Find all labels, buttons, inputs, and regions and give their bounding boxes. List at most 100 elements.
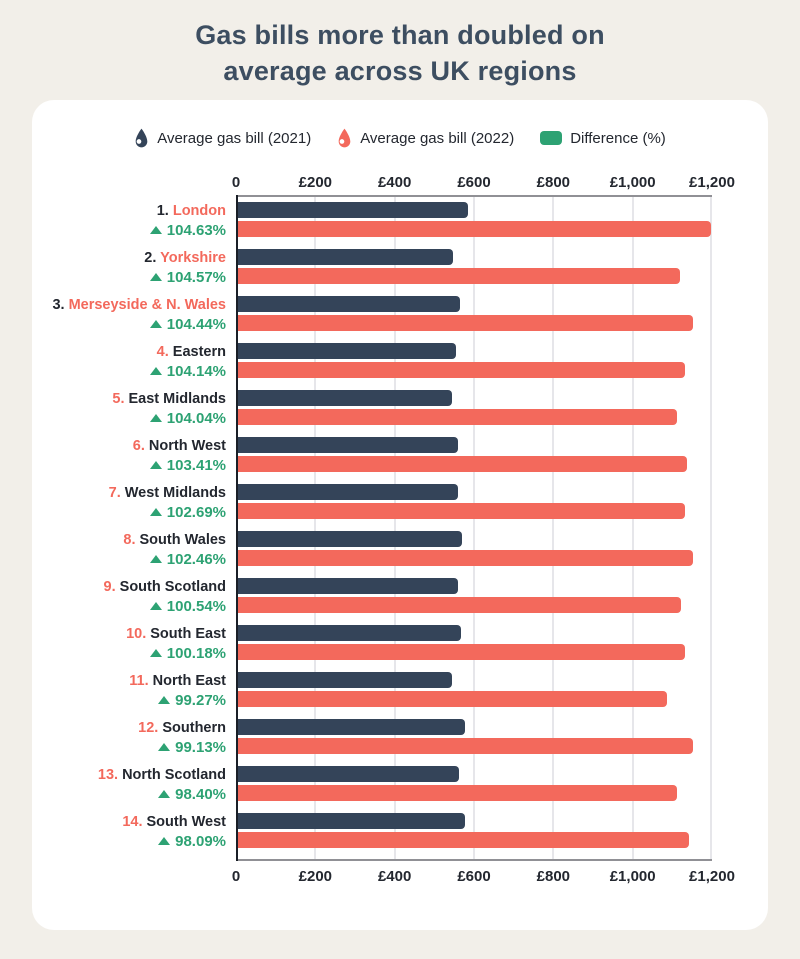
- difference-value: 102.69%: [166, 504, 226, 521]
- region-name: South East: [150, 626, 226, 642]
- region-difference: 102.69%: [32, 503, 226, 523]
- increase-arrow-icon: [149, 226, 162, 234]
- bar-2021: [236, 719, 466, 735]
- region-difference: 100.18%: [32, 644, 226, 664]
- bar-2022: [236, 738, 693, 754]
- region-difference: 104.14%: [32, 362, 226, 382]
- region-label: 3. Merseyside & N. Wales 104.44%: [32, 292, 236, 339]
- region-bars: [236, 292, 712, 339]
- increase-arrow-icon: [149, 367, 162, 375]
- increase-arrow-icon: [158, 837, 171, 845]
- bar-2021: [236, 625, 461, 641]
- legend-label-difference: Difference (%): [570, 129, 666, 147]
- legend-item-2022: Average gas bill (2022): [337, 128, 514, 149]
- region-row: 9. South Scotland 100.54%: [32, 574, 768, 621]
- bar-2021: [236, 578, 458, 594]
- axis-tick-label: £200: [298, 868, 333, 885]
- region-rank: 2.: [144, 250, 157, 266]
- difference-value: 98.09%: [175, 833, 226, 850]
- region-name-line: 1. London: [32, 201, 226, 221]
- bar-2021: [236, 813, 465, 829]
- increase-arrow-icon: [149, 414, 162, 422]
- region-difference: 99.13%: [32, 738, 226, 758]
- bar-2022: [236, 221, 711, 237]
- region-name-line: 11. North East: [32, 671, 226, 691]
- gridline: [552, 197, 555, 859]
- region-name-line: 6. North West: [32, 436, 226, 456]
- bar-2021: [236, 672, 453, 688]
- region-bars: [236, 527, 712, 574]
- region-row: 10. South East 100.18%: [32, 621, 768, 668]
- x-axis-top: 0 £200 £400 £600 £800 £1,000 £1,200: [232, 174, 735, 192]
- increase-arrow-icon: [149, 649, 162, 657]
- region-bars: [236, 574, 712, 621]
- axis-tick-label: £1,200: [689, 174, 735, 191]
- bar-2021: [236, 390, 453, 406]
- axis-tick-label: £1,000: [609, 174, 656, 191]
- increase-arrow-icon: [149, 461, 162, 469]
- region-name: Yorkshire: [160, 250, 226, 266]
- bar-2021: [236, 437, 458, 453]
- gridline: [393, 197, 396, 859]
- difference-value: 104.57%: [166, 269, 226, 286]
- region-name-line: 7. West Midlands: [32, 483, 226, 503]
- axis-tick-label: 0: [231, 868, 241, 885]
- difference-value: 99.27%: [175, 692, 226, 709]
- region-row: 12. Southern 99.13%: [32, 715, 768, 762]
- bar-2022: [236, 409, 678, 425]
- difference-value: 103.41%: [166, 457, 226, 474]
- region-row: 7. West Midlands 102.69%: [32, 480, 768, 527]
- bar-2021: [236, 766, 459, 782]
- region-name-line: 2. Yorkshire: [32, 248, 226, 268]
- region-row: 1. London 104.63%: [32, 198, 768, 245]
- region-name: North Scotland: [122, 767, 226, 783]
- region-label: 13. North Scotland 98.40%: [32, 762, 236, 809]
- region-rows: 1. London 104.63% 2. Yorkshire 104.57%: [32, 195, 768, 861]
- axis-tick-label: £1,200: [689, 868, 735, 885]
- increase-arrow-icon: [158, 790, 171, 798]
- difference-value: 104.14%: [166, 363, 226, 380]
- region-name: East Midlands: [128, 391, 227, 407]
- difference-value: 104.04%: [166, 410, 226, 427]
- region-bars: [236, 198, 712, 245]
- increase-arrow-icon: [158, 743, 171, 751]
- region-bars: [236, 809, 712, 856]
- bar-2022: [236, 785, 678, 801]
- page-title: Gas bills more than doubled on average a…: [0, 0, 800, 89]
- region-row: 4. Eastern 104.14%: [32, 339, 768, 386]
- region-bars: [236, 621, 712, 668]
- bar-chart: 0 £200 £400 £600 £800 £1,000 £1,200 1. London …: [32, 174, 768, 886]
- region-label: 10. South East 100.18%: [32, 621, 236, 668]
- bar-2021: [236, 484, 458, 500]
- bar-2022: [236, 691, 667, 707]
- region-rank: 4.: [156, 344, 169, 360]
- gridlines: [236, 195, 712, 861]
- bar-2021: [236, 249, 453, 265]
- difference-value: 100.18%: [166, 645, 226, 662]
- difference-value: 99.13%: [175, 739, 226, 756]
- axis-tick-label: £200: [298, 174, 333, 191]
- region-name: South West: [146, 814, 226, 830]
- region-label: 5. East Midlands 104.04%: [32, 386, 236, 433]
- region-rank: 5.: [112, 391, 125, 407]
- region-bars: [236, 339, 712, 386]
- region-label: 9. South Scotland 100.54%: [32, 574, 236, 621]
- region-bars: [236, 762, 712, 809]
- region-label: 7. West Midlands 102.69%: [32, 480, 236, 527]
- gridline: [631, 197, 634, 859]
- region-label: 8. South Wales 102.46%: [32, 527, 236, 574]
- region-row: 5. East Midlands 104.04%: [32, 386, 768, 433]
- region-name: Southern: [162, 720, 226, 736]
- region-difference: 98.40%: [32, 785, 226, 805]
- region-rank: 13.: [97, 767, 119, 783]
- region-name: North East: [152, 673, 226, 689]
- bar-2021: [236, 531, 462, 547]
- region-name-line: 3. Merseyside & N. Wales: [32, 295, 226, 315]
- region-rank: 1.: [156, 203, 169, 219]
- region-difference: 100.54%: [32, 597, 226, 617]
- legend-label-2022: Average gas bill (2022): [360, 129, 515, 147]
- region-bars: [236, 433, 712, 480]
- region-name-line: 12. Southern: [32, 718, 226, 738]
- gridline: [473, 197, 475, 859]
- difference-swatch-icon: [540, 131, 563, 145]
